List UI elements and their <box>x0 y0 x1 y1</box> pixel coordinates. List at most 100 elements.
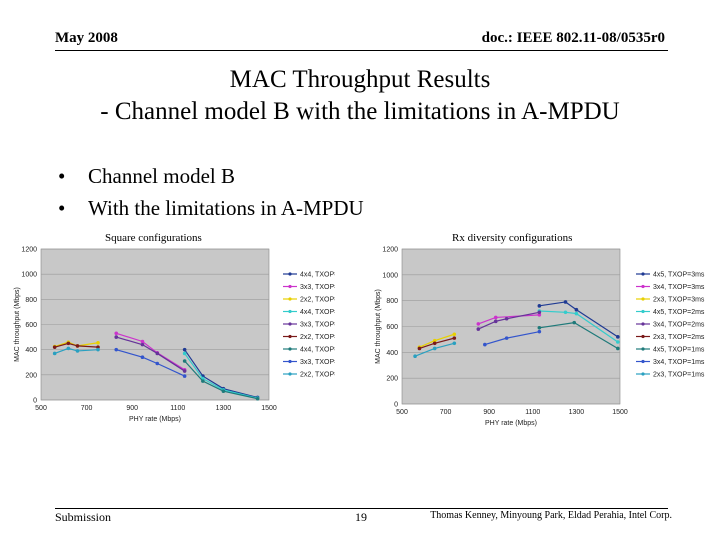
x-tick-label: 500 <box>396 409 408 416</box>
legend-entry: 2x2, TXOP=3ms <box>300 297 335 304</box>
data-point <box>66 341 71 346</box>
header-doc-id: doc.: IEEE 802.11-08/0535r0 <box>481 30 665 46</box>
legend-entry: 3x3, TXOP=3ms <box>300 284 335 291</box>
legend-entry: 3x4, TXOP=3ms <box>653 284 705 291</box>
data-point <box>182 359 187 363</box>
legend-entry: 4x5, TXOP=3ms <box>653 272 705 279</box>
data-point <box>52 351 57 356</box>
series-line <box>539 301 619 338</box>
data-point <box>201 379 205 383</box>
series-line <box>184 360 258 400</box>
data-point <box>452 341 457 346</box>
y-axis-label: MAC throughput (Mbps) <box>14 287 21 362</box>
legend-entry: 3x3, TXOP=1ms <box>300 359 335 366</box>
data-point <box>182 347 187 352</box>
legend-marker <box>288 359 292 364</box>
x-tick-label: 1500 <box>261 405 277 412</box>
data-point <box>66 346 71 351</box>
legend-marker <box>641 297 645 301</box>
chart-square-configurations: 0 200 400 600 800 1000 1200 500 700 900 1100 1300 15… <box>14 247 335 424</box>
data-point <box>476 327 481 331</box>
data-point <box>96 345 100 349</box>
data-point <box>432 346 437 351</box>
y-tick-label: 1000 <box>21 272 37 279</box>
data-point <box>493 319 498 324</box>
footer-page-number: 19 <box>355 510 367 524</box>
legend-marker <box>641 309 645 314</box>
series-line <box>184 353 258 399</box>
bullet-item: Channel model B <box>58 160 364 192</box>
y-tick-label: 1000 <box>382 272 398 279</box>
series-line <box>478 311 540 330</box>
y-axis-label: MAC throughput (Mbps) <box>375 289 382 364</box>
footer-authors: Thomas Kenney, Minyoung Park, Eldad Pera… <box>430 510 672 521</box>
data-point <box>96 340 100 345</box>
legend-entry: 4x4, TXOP=3ms <box>300 272 335 279</box>
legend-marker <box>641 359 645 364</box>
data-point <box>140 339 145 344</box>
series-line <box>54 341 99 348</box>
data-point <box>52 345 57 349</box>
x-tick-label: 900 <box>483 409 495 416</box>
data-point <box>493 315 498 320</box>
y-tick-label: 400 <box>386 350 398 357</box>
y-tick-label: 400 <box>25 347 37 354</box>
legend-marker <box>641 372 645 376</box>
data-point <box>537 313 542 317</box>
header-rule <box>55 50 668 51</box>
series-line <box>54 347 99 355</box>
footer-rule <box>55 508 668 509</box>
series-line <box>184 349 258 399</box>
legend-marker <box>641 284 645 289</box>
data-point <box>96 347 100 352</box>
data-point <box>155 351 160 356</box>
data-point <box>413 354 417 359</box>
legend-marker <box>288 347 292 351</box>
header-date: May 2008 <box>55 30 118 46</box>
data-point <box>140 342 145 347</box>
data-point <box>417 346 422 351</box>
x-tick-label: 700 <box>440 409 452 416</box>
data-point <box>537 304 542 308</box>
data-point <box>114 331 119 336</box>
data-point <box>182 374 187 378</box>
data-point <box>616 346 620 351</box>
series-line <box>116 332 185 371</box>
data-point <box>182 351 187 356</box>
data-point <box>537 329 542 334</box>
data-point <box>221 389 226 393</box>
slide-title-line1: MAC Throughput Results <box>229 66 491 93</box>
data-point <box>537 325 542 330</box>
legend-entry: 2x3, TXOP=2ms <box>653 334 705 341</box>
legend-marker <box>641 334 645 339</box>
data-point <box>155 361 160 366</box>
data-point <box>114 347 119 352</box>
data-point <box>182 369 187 373</box>
legend-marker <box>288 322 292 326</box>
data-point <box>616 340 620 344</box>
series-line <box>539 310 619 343</box>
y-tick-label: 600 <box>25 322 37 329</box>
legend-marker <box>641 322 645 326</box>
legend-entry: 3x4, TXOP=1ms <box>653 359 705 366</box>
data-point <box>75 344 80 348</box>
data-point <box>616 335 620 339</box>
chart-title-square: Square configurations <box>105 232 202 244</box>
x-tick-label: 1300 <box>216 405 232 412</box>
legend-entry: 2x3, TXOP=3ms <box>653 297 705 304</box>
y-tick-label: 1200 <box>382 247 398 254</box>
data-point <box>114 335 119 339</box>
data-point <box>432 338 437 343</box>
y-tick-label: 800 <box>386 298 398 305</box>
footer-submission: Submission <box>55 510 112 524</box>
legend-entry: 3x4, TXOP=2ms <box>653 322 705 329</box>
data-point <box>504 336 509 340</box>
data-point <box>504 316 509 321</box>
x-tick-label: 1300 <box>569 409 585 416</box>
slide-title: MAC Throughput Results - Channel model B… <box>0 64 720 128</box>
data-point <box>255 396 260 401</box>
legend-marker <box>288 334 292 339</box>
y-tick-label: 800 <box>25 297 37 304</box>
data-point <box>140 355 145 360</box>
data-point <box>476 322 481 326</box>
